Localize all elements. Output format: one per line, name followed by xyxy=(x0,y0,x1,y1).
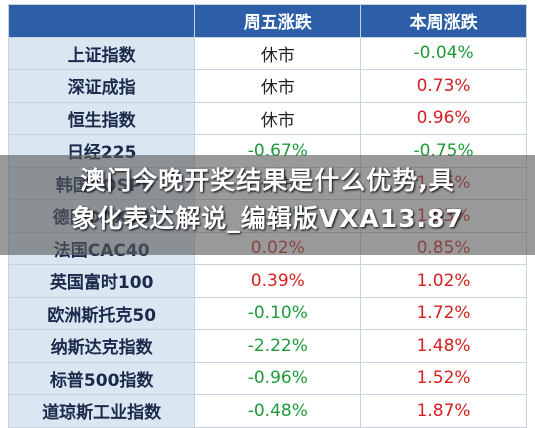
weekly-change-cell: 1.52% xyxy=(360,361,527,395)
index-name-cell: 英国富时100 xyxy=(7,264,196,298)
index-name-cell: 标普500指数 xyxy=(7,361,196,395)
friday-change-cell: 休市 xyxy=(194,101,362,135)
weekly-change-cell: 0.96% xyxy=(360,101,527,135)
weekly-change-cell: 1.87% xyxy=(360,394,527,428)
index-name-cell: 上证指数 xyxy=(7,36,196,70)
table-row: 深证成指 休市 0.73% xyxy=(7,69,527,103)
table-row: 上证指数 休市 -0.04% xyxy=(7,36,527,70)
watermark-banner xyxy=(0,155,535,255)
header-friday-change: 周五涨跌 xyxy=(194,4,362,38)
watermark-line-2: 象化表达解说_编辑版VXA13.87 xyxy=(71,204,464,233)
market-table-image: 周五涨跌 本周涨跌 上证指数 休市 -0.04% 深证成指 休市 0.73% 恒生指数 休市 0… xyxy=(0,4,535,428)
header-weekly-change: 本周涨跌 xyxy=(360,4,527,38)
friday-change-cell: -0.10% xyxy=(194,296,362,330)
table-header-row: 周五涨跌 本周涨跌 xyxy=(7,4,527,38)
watermark-caption: 澳门今晚开奖结果是什么优势,具 象化表达解说_编辑版VXA13.87 xyxy=(0,162,535,238)
friday-change-cell: 0.39% xyxy=(194,264,362,298)
friday-change-cell: 休市 xyxy=(194,69,362,103)
table-row: 欧洲斯托克50 -0.10% 1.72% xyxy=(7,296,527,330)
index-name-cell: 深证成指 xyxy=(7,69,196,103)
header-corner-cell xyxy=(7,4,196,38)
friday-change-cell: -2.22% xyxy=(194,329,362,363)
weekly-change-cell: 0.73% xyxy=(360,69,527,103)
table-row: 纳斯达克指数 -2.22% 1.48% xyxy=(7,329,527,363)
index-name-cell: 道琼斯工业指数 xyxy=(7,394,196,428)
weekly-change-cell: 1.48% xyxy=(360,329,527,363)
weekly-change-cell: -0.04% xyxy=(360,36,527,70)
table-row: 恒生指数 休市 0.96% xyxy=(7,101,527,135)
weekly-change-cell: 1.72% xyxy=(360,296,527,330)
table-row: 道琼斯工业指数 -0.48% 1.87% xyxy=(7,394,527,428)
watermark-line-1: 澳门今晚开奖结果是什么优势,具 xyxy=(80,166,455,195)
table-row: 英国富时100 0.39% 1.02% xyxy=(7,264,527,298)
table-row: 标普500指数 -0.96% 1.52% xyxy=(7,361,527,395)
index-name-cell: 纳斯达克指数 xyxy=(7,329,196,363)
friday-change-cell: -0.48% xyxy=(194,394,362,428)
index-name-cell: 恒生指数 xyxy=(7,101,196,135)
friday-change-cell: 休市 xyxy=(194,36,362,70)
weekly-change-cell: 1.02% xyxy=(360,264,527,298)
index-name-cell: 欧洲斯托克50 xyxy=(7,296,196,330)
friday-change-cell: -0.96% xyxy=(194,361,362,395)
